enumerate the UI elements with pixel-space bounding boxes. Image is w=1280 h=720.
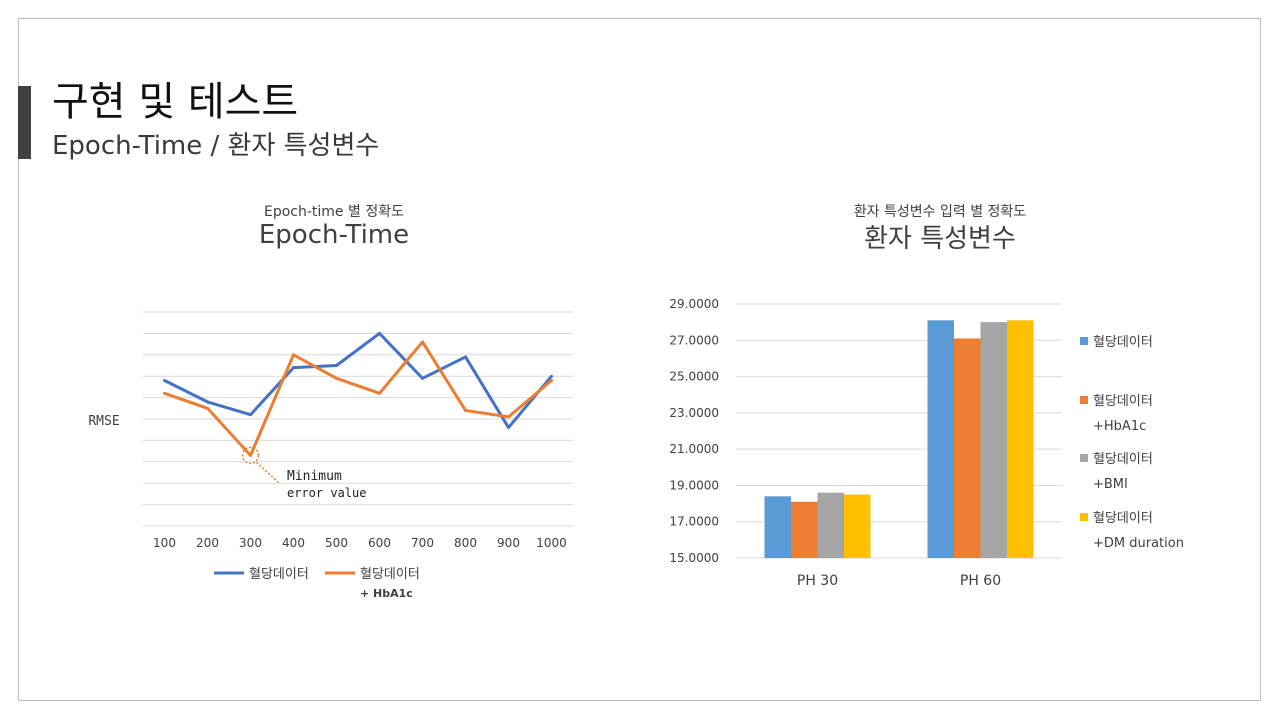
minimum-marker-circle [241,446,260,465]
line-point [464,355,467,359]
line-point [550,374,553,378]
slide-frame [18,18,1261,701]
line-chart-xtick-label: 600 [368,536,391,550]
line-chart-xtick-label: 1000 [536,536,567,550]
bar-2-2 [954,338,981,558]
line-point [163,378,166,382]
bar-chart-ytick-label: 21.0000 [669,442,719,456]
line-point [335,364,338,367]
line-series-1 [163,331,553,430]
title-accent-bar [18,86,31,159]
line-chart-ylabel: RMSE [88,414,119,429]
bar-chart-caption-small: 환자 특성변수 입력 별 정확도 [853,204,1027,220]
line-legend-label: + HbA1c [360,587,413,600]
bar-2-4 [1007,320,1034,558]
line-chart-xtick-label: 800 [454,536,477,550]
slide-subtitle: Epoch-Time / 환자 특성변수 [52,131,380,161]
annotation-line-2: error value [287,486,366,500]
line-chart-caption-big: Epoch-Time [258,220,410,250]
line-point [550,378,553,382]
line-chart-xtick-label: 700 [411,536,434,550]
bar-chart-ytick-label: 15.0000 [669,551,719,565]
bar-2-3 [980,322,1007,558]
bar-chart-ytick-label: 17.0000 [669,515,719,529]
line-point [206,406,209,410]
line-point [249,453,252,457]
line-point [421,340,424,344]
line-point [335,376,338,380]
line-point [421,376,424,380]
bar-legend-swatch-4 [1080,513,1088,521]
minimum-leader-line [255,461,281,484]
line-chart-xtick-label: 100 [153,536,176,550]
bar-legend-label: 혈당데이터 [1093,511,1153,526]
line-chart-xtick-label: 300 [239,536,262,550]
annotation-line-1: Minimum [287,469,342,484]
line-point [507,426,510,430]
bar-chart-caption-big: 환자 특성변수 [864,224,1016,254]
line-point [163,391,166,395]
bar-legend-swatch-1 [1080,337,1088,345]
line-point [378,331,381,335]
bar-chart-ytick-label: 19.0000 [669,478,719,492]
line-point [507,415,510,419]
line-chart-xtick-label: 900 [497,536,520,550]
line-chart-xtick-label: 500 [325,536,348,550]
line-point [249,413,252,417]
line-chart-caption-small: Epoch-time 별 정확도 [264,204,404,220]
bar-legend-swatch-2 [1080,396,1088,404]
bar-chart-ytick-label: 29.0000 [669,297,719,311]
line-point [464,408,467,412]
bar-legend-label: +DM duration [1093,536,1184,551]
bar-2-1 [927,320,954,558]
slide-title: 구현 및 테스트 [52,79,299,125]
bar-legend-label: 혈당데이터 [1093,335,1153,350]
bar-chart-xtick-label: PH 60 [960,573,1001,589]
line-chart-xtick-label: 400 [282,536,305,550]
line-point [206,400,209,404]
bar-chart-ytick-label: 25.0000 [669,370,719,384]
bar-1-2 [791,501,818,558]
bar-legend-label: 혈당데이터 [1093,394,1153,409]
line-point [292,353,295,357]
bar-legend-swatch-3 [1080,454,1088,462]
line-point [292,366,295,370]
line-series-2 [164,340,553,457]
bar-chart-ytick-label: 23.0000 [669,406,719,420]
line-legend-label: 혈당데이터 [360,567,420,582]
bar-1-3 [817,492,844,558]
bar-legend-label: 혈당데이터 [1093,452,1153,467]
bar-legend-label: +HbA1c [1093,419,1146,434]
bar-chart-xtick-label: PH 30 [797,573,838,589]
bar-1-4 [844,494,871,558]
line-legend-label: 혈당데이터 [249,567,309,582]
line-chart-xtick-label: 200 [196,536,219,550]
line-point [378,391,381,395]
bar-legend-label: +BMI [1093,477,1128,492]
bar-chart-ytick-label: 27.0000 [669,333,719,347]
bar-1-1 [764,496,791,558]
